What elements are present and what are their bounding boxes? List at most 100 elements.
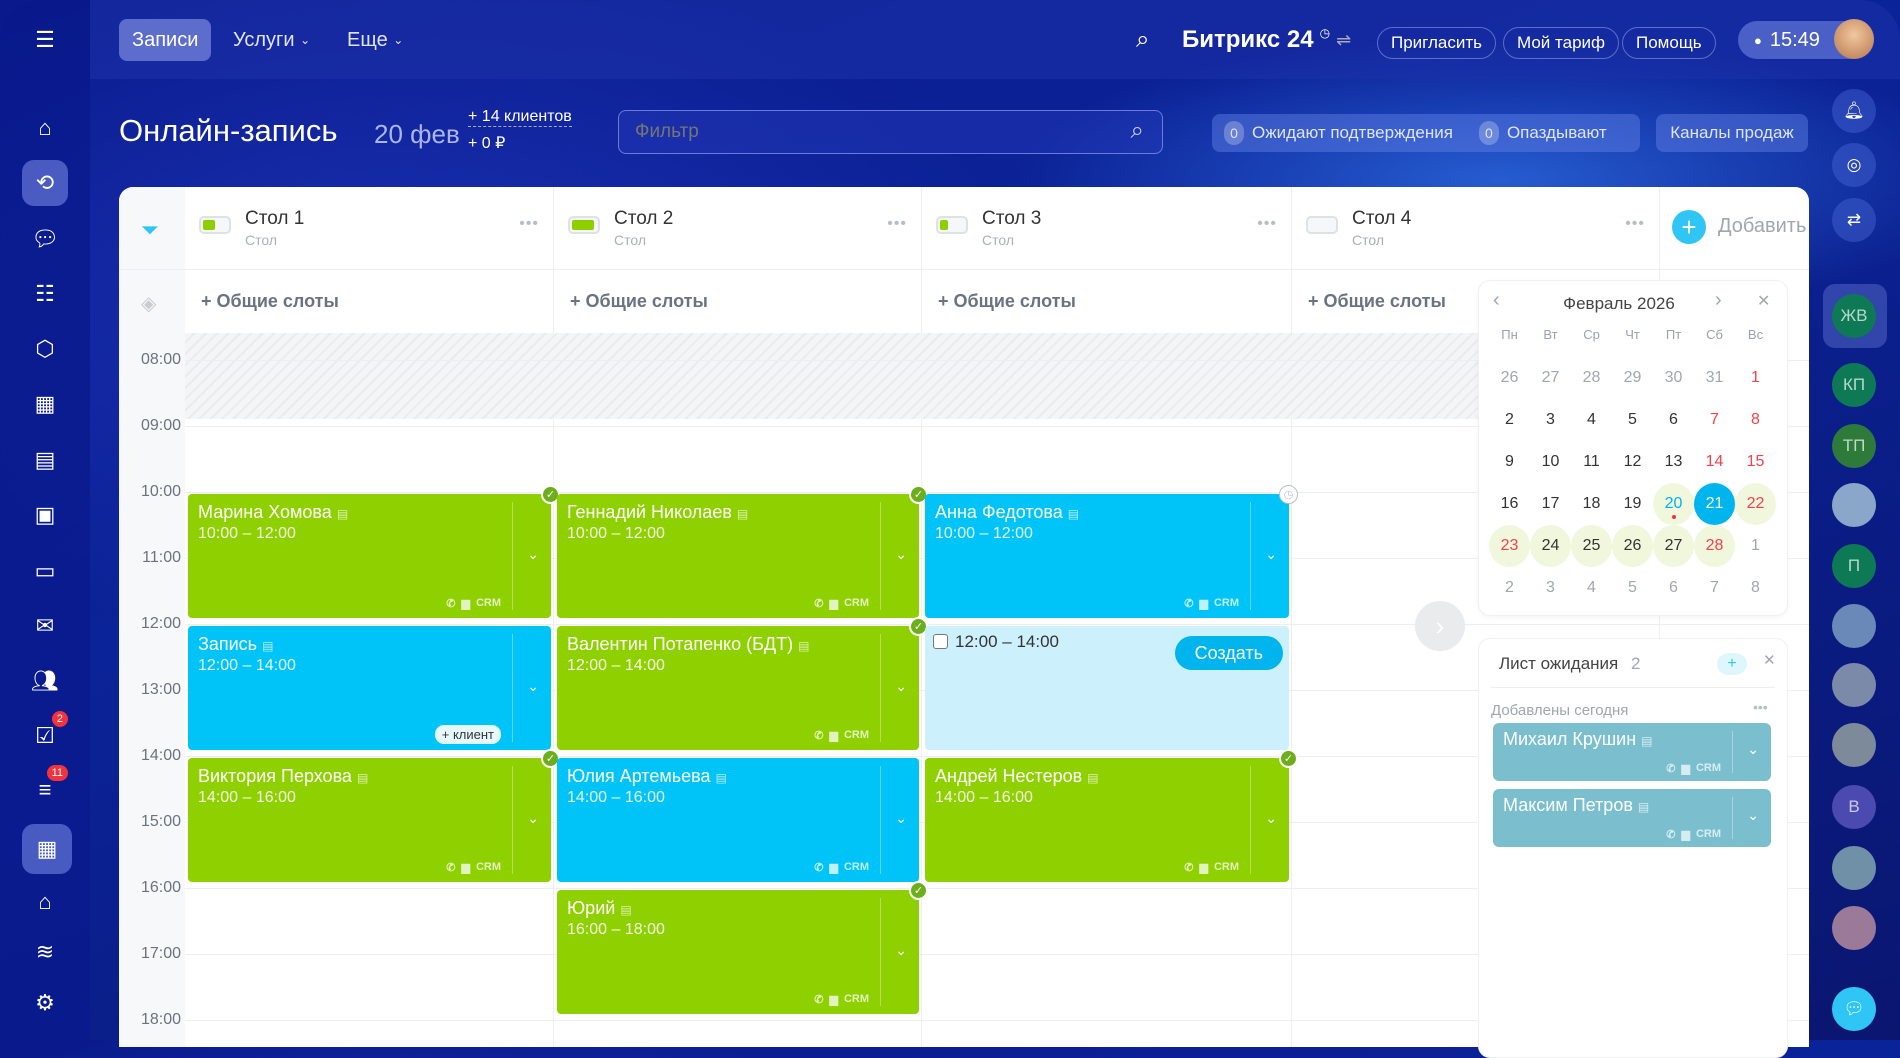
resource-column-header[interactable]: Стол 1 Стол •••	[185, 187, 554, 269]
tab-services[interactable]: Услуги ⌄	[220, 19, 323, 61]
calendar-day[interactable]: 7	[1710, 579, 1719, 596]
chat-icon[interactable]: ▆	[829, 994, 838, 1006]
chevron-down-icon[interactable]: ⌄	[527, 678, 539, 694]
calendar-day[interactable]: 30	[1664, 369, 1683, 386]
chevron-down-icon[interactable]: ⌄	[895, 678, 907, 694]
calendar-icon[interactable]: ▦	[34, 391, 56, 416]
calendar-day[interactable]: 11	[1583, 453, 1600, 470]
more-icon[interactable]: •••	[1257, 215, 1277, 232]
calendar-day[interactable]: 7	[1710, 411, 1719, 428]
chat-avatar[interactable]	[1832, 483, 1876, 527]
chat-avatar[interactable]: КП	[1832, 363, 1876, 407]
layers-icon[interactable]: ◈	[141, 293, 157, 315]
next-month-button[interactable]: ›	[1715, 289, 1722, 311]
slot-checkbox[interactable]	[933, 634, 948, 649]
calendar-day[interactable]: 22	[1735, 483, 1776, 525]
shared-slots-button[interactable]: + Общие слоты	[554, 269, 922, 333]
phone-icon[interactable]: ✆	[1184, 598, 1194, 610]
calendar-day[interactable]: 1	[1751, 537, 1760, 554]
chevron-down-icon[interactable]: ⌄	[895, 810, 907, 826]
chat-icon[interactable]: ▆	[829, 598, 838, 610]
sync-icon[interactable]: ⟲	[22, 160, 68, 206]
waitlist-item[interactable]: Михаил Крушин ▤ ✆ ▆ CRM ⌄	[1493, 723, 1771, 781]
time-widget[interactable]: ● 15:49	[1738, 19, 1874, 59]
calendar-day[interactable]: 27	[1653, 525, 1694, 567]
home-icon[interactable]: ⌂	[38, 115, 52, 140]
calendar-day[interactable]: 26	[1500, 369, 1519, 386]
resource-column-header[interactable]: Стол 3 Стол •••	[922, 187, 1292, 269]
chevron-down-icon[interactable]: ⌄	[1265, 546, 1277, 562]
calendar-day[interactable]: 18	[1582, 495, 1601, 512]
filter-input[interactable]	[635, 119, 1105, 145]
calendar-day[interactable]: 8	[1751, 579, 1760, 596]
revenue-link[interactable]: + 0 ₽	[468, 135, 506, 152]
chat-avatar[interactable]: ТП	[1832, 424, 1876, 468]
crm-link[interactable]: CRM	[843, 729, 869, 741]
chevron-down-icon[interactable]: ⌄	[1747, 741, 1759, 757]
more-icon[interactable]: •••	[1625, 215, 1645, 232]
shared-slots-button[interactable]: + Общие слоты	[922, 269, 1292, 333]
phone-icon[interactable]: ✆	[1666, 763, 1676, 775]
late-filter[interactable]: 0 Опаздывают	[1478, 121, 1607, 145]
booking-card[interactable]: Марина Хомова ▤ 10:00 – 12:00 ⌄ ✆ ▆ CRM ✓	[188, 485, 560, 618]
calendar-day[interactable]: 2	[1505, 579, 1514, 596]
chat-exchange-icon[interactable]: ⇄	[1832, 198, 1876, 242]
drive-icon[interactable]: ▭	[34, 558, 56, 583]
shared-slots-button[interactable]: + Общие слоты	[185, 269, 554, 333]
crm-link[interactable]: CRM	[1213, 597, 1239, 609]
target-icon[interactable]: ◎	[1832, 143, 1876, 187]
tab-bookings[interactable]: Записи	[119, 19, 212, 61]
calendar-day[interactable]: 4	[1587, 579, 1596, 596]
filter-field[interactable]: ⌕	[618, 110, 1163, 154]
calendar-day[interactable]: 2	[1505, 411, 1514, 428]
crm-link[interactable]: CRM	[1695, 762, 1721, 774]
help-button[interactable]: Помощь	[1622, 27, 1716, 59]
collapse-icon[interactable]: ✕	[1763, 652, 1776, 669]
chat-icon[interactable]: ▆	[461, 862, 470, 874]
booking-card[interactable]: Юлия Артемьева ▤ 14:00 – 16:00 ⌄ ✆ ▆ CRM	[557, 758, 919, 882]
crm-icon[interactable]: ⬡	[35, 336, 55, 361]
chat-avatar[interactable]	[1832, 604, 1876, 648]
calendar-day[interactable]: 6	[1669, 579, 1678, 596]
tasks-icon[interactable]: ☑ 2	[22, 711, 68, 759]
calendar-day[interactable]: 28	[1582, 369, 1601, 386]
calendar-day[interactable]: 25	[1571, 525, 1612, 567]
booking-icon[interactable]: ▦	[22, 824, 72, 874]
calendar-day[interactable]: 17	[1541, 495, 1560, 512]
phone-icon[interactable]: ✆	[814, 730, 824, 742]
calendar-day[interactable]: 31	[1705, 369, 1724, 386]
calendar-day[interactable]: 19	[1623, 495, 1642, 512]
chat-icon[interactable]: ▆	[1681, 829, 1690, 841]
new-booking-slot[interactable]: 12:00 – 14:00 Создать	[925, 626, 1289, 750]
calendar-day[interactable]: 23	[1489, 525, 1530, 567]
chat-avatar[interactable]	[1832, 663, 1876, 707]
tariff-button[interactable]: Мой тариф	[1503, 27, 1620, 59]
add-waitlist-button[interactable]: +	[1717, 653, 1747, 675]
chevron-down-icon[interactable]: ⌄	[527, 546, 539, 562]
calendar-day[interactable]: 12	[1623, 453, 1642, 470]
store-icon[interactable]: ⌂	[38, 889, 52, 914]
add-resource-button[interactable]: + Добавить	[1660, 187, 1809, 269]
phone-icon[interactable]: ✆	[814, 598, 824, 610]
chat-avatar[interactable]: П	[1832, 544, 1876, 588]
calendar-day[interactable]: 10	[1541, 453, 1560, 470]
calendar-day[interactable]: 3	[1546, 579, 1555, 596]
calendar-day[interactable]: 20	[1653, 483, 1694, 525]
filter-icon[interactable]: ⏷	[141, 217, 159, 242]
calendar-day[interactable]: 24	[1530, 525, 1571, 567]
open-chat-icon[interactable]: 💬︎	[1832, 987, 1876, 1031]
calendar-day[interactable]: 27	[1541, 369, 1560, 386]
sales-channels-button[interactable]: Каналы продаж	[1656, 114, 1808, 152]
phone-icon[interactable]: ✆	[1666, 829, 1676, 841]
calendar-day[interactable]: 28	[1694, 525, 1735, 567]
calendar-day[interactable]: 21	[1694, 483, 1735, 525]
booking-card[interactable]: Андрей Нестеров ▤ 14:00 – 16:00 ⌄ ✆ ▆ CRM …	[925, 749, 1298, 882]
chat-avatar[interactable]: ЖВ	[1832, 294, 1876, 338]
chat-icon[interactable]: ▆	[1681, 763, 1690, 775]
booking-card[interactable]: Валентин Потапенко (БДТ) ▤ 12:00 – 14:00…	[557, 617, 928, 750]
phone-icon[interactable]: ✆	[446, 862, 456, 874]
phone-icon[interactable]: ✆	[446, 598, 456, 610]
notifications-icon[interactable]: 🔔︎	[1832, 89, 1876, 133]
more-icon[interactable]: •••	[519, 215, 539, 232]
more-icon[interactable]: •••	[887, 215, 907, 232]
